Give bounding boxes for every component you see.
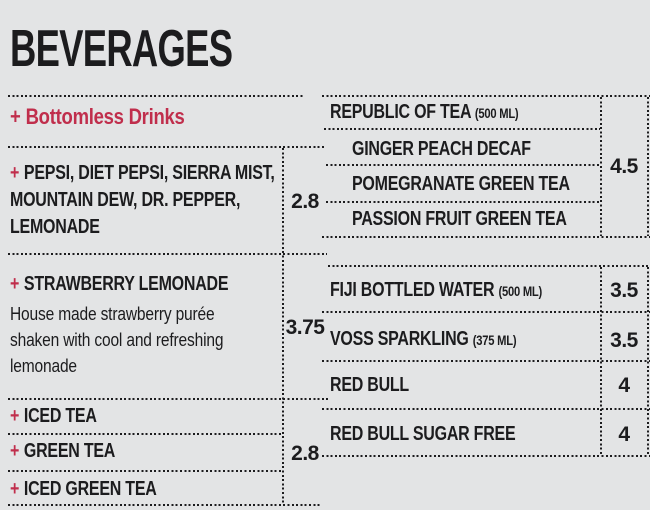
menu-item-iced-tea: + ICED TEA bbox=[10, 405, 97, 427]
item-label: REPUBLIC OF TEA bbox=[330, 101, 471, 123]
dotted-divider bbox=[322, 360, 650, 362]
menu-item-fountain-sodas: + PEPSI, DIET PEPSI, SIERRA MIST, MOUNTAI… bbox=[10, 160, 275, 241]
menu-item-red-bull: RED BULL bbox=[330, 374, 409, 396]
item-label: VOSS SPARKLING bbox=[330, 328, 469, 350]
dotted-divider bbox=[8, 433, 282, 435]
dotted-divider bbox=[8, 146, 325, 148]
item-description: House made strawberry purée shaken with … bbox=[10, 301, 224, 379]
dotted-edge-line bbox=[647, 97, 649, 236]
item-label: PEPSI, DIET PEPSI, SIERRA MIST, bbox=[23, 162, 275, 184]
item-label: GREEN TEA bbox=[23, 440, 116, 462]
item-label: ICED GREEN TEA bbox=[23, 478, 157, 500]
plus-icon: + bbox=[10, 478, 20, 500]
size-note: (500 ML) bbox=[474, 105, 519, 121]
dotted-price-separator bbox=[600, 97, 602, 236]
menu-item-republic-of-tea: REPUBLIC OF TEA (500 ML) bbox=[330, 101, 519, 124]
plus-icon: + bbox=[10, 440, 20, 462]
item-label: STRAWBERRY LEMONADE bbox=[23, 273, 229, 295]
menu-item-bottomless-drinks: + Bottomless Drinks bbox=[10, 106, 185, 128]
dotted-divider bbox=[324, 128, 600, 130]
item-label: Bottomless Drinks bbox=[25, 104, 185, 129]
price-fiji: 3.5 bbox=[610, 279, 638, 302]
description-line: House made strawberry purée bbox=[10, 303, 215, 324]
dotted-divider bbox=[8, 398, 330, 400]
size-note: (375 ML) bbox=[472, 332, 517, 348]
description-line: shaken with cool and refreshing bbox=[10, 329, 224, 350]
menu-item-voss-sparkling: VOSS SPARKLING (375 ML) bbox=[330, 328, 517, 351]
dotted-divider bbox=[8, 504, 320, 506]
dotted-divider bbox=[322, 95, 650, 97]
dotted-divider bbox=[322, 311, 650, 313]
dotted-divider bbox=[328, 265, 650, 267]
menu-item-passion-fruit-green-tea: PASSION FRUIT GREEN TEA bbox=[352, 208, 567, 230]
description-line: lemonade bbox=[10, 355, 77, 376]
dotted-divider bbox=[322, 455, 650, 457]
menu-item-fiji-bottled-water: FIJI BOTTLED WATER (500 ML) bbox=[330, 279, 542, 302]
menu-item-iced-green-tea: + ICED GREEN TEA bbox=[10, 478, 157, 500]
dotted-divider bbox=[8, 253, 327, 255]
menu-item-red-bull-sugar-free: RED BULL SUGAR FREE bbox=[330, 423, 516, 445]
size-note: (500 ML) bbox=[498, 283, 542, 299]
menu-item-strawberry-lemonade: + STRAWBERRY LEMONADE bbox=[10, 273, 229, 295]
dotted-divider bbox=[322, 408, 650, 410]
plus-icon: + bbox=[10, 162, 20, 184]
dotted-price-separator bbox=[600, 267, 602, 455]
item-line: LEMONADE bbox=[10, 216, 100, 238]
item-line: + PEPSI, DIET PEPSI, SIERRA MIST, bbox=[10, 160, 275, 187]
menu-item-pomegranate-green-tea: POMEGRANATE GREEN TEA bbox=[352, 173, 570, 195]
item-line: MOUNTAIN DEW, DR. PEPPER, bbox=[10, 189, 241, 211]
page-title: BEVERAGES bbox=[10, 20, 233, 78]
plus-icon: + bbox=[10, 104, 21, 129]
dotted-divider bbox=[326, 164, 600, 166]
menu-item-ginger-peach-decaf: GINGER PEACH DECAF bbox=[352, 138, 531, 160]
item-label: ICED TEA bbox=[23, 405, 97, 427]
dotted-divider bbox=[326, 201, 600, 203]
dotted-price-separator bbox=[282, 148, 284, 504]
menu-item-green-tea: + GREEN TEA bbox=[10, 440, 115, 462]
price-voss: 3.5 bbox=[610, 329, 638, 352]
plus-icon: + bbox=[10, 405, 20, 427]
price-fountain-sodas: 2.8 bbox=[291, 190, 319, 213]
plus-icon: + bbox=[10, 273, 20, 295]
price-red-bull: 4 bbox=[618, 374, 630, 397]
price-republic-of-tea: 4.5 bbox=[610, 155, 638, 178]
dotted-edge-line bbox=[647, 267, 649, 455]
dotted-divider bbox=[8, 95, 303, 97]
dotted-divider bbox=[8, 470, 282, 472]
item-label: FIJI BOTTLED WATER bbox=[330, 279, 495, 301]
price-strawberry-lemonade: 3.75 bbox=[285, 316, 325, 339]
dotted-divider bbox=[322, 236, 650, 238]
price-teas: 2.8 bbox=[291, 442, 319, 465]
price-red-bull-sugar-free: 4 bbox=[618, 423, 630, 446]
